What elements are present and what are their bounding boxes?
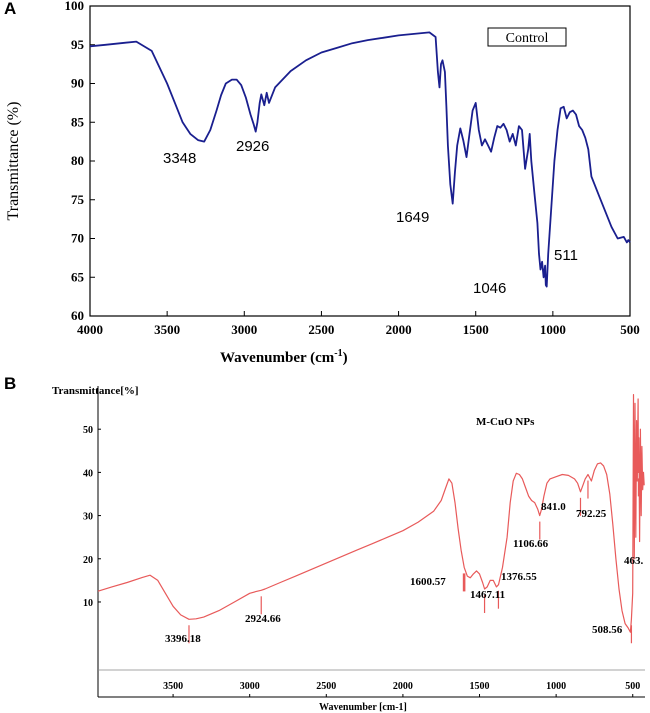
peak-label-463: 463. <box>624 555 644 567</box>
a-ytick-label: 75 <box>71 192 85 207</box>
b-xtick-label: 1500 <box>470 681 490 692</box>
a-xtick-label: 1500 <box>463 322 489 337</box>
peak-label-3348: 3348 <box>163 150 196 167</box>
peak-label-511: 511 <box>554 247 578 264</box>
b-ytick-label: 10 <box>83 598 93 609</box>
a-ytick-label: 100 <box>65 0 85 13</box>
panel-b-letter: B <box>4 374 16 393</box>
b-xtick-label: 3500 <box>163 681 183 692</box>
b-xtick-label: 2500 <box>316 681 336 692</box>
peak-label-1106: 1106.66 <box>513 538 549 550</box>
panel-b-series-line <box>97 394 645 633</box>
a-ytick-label: 85 <box>71 114 85 129</box>
panel-a-series-line <box>89 31 631 288</box>
a-ytick-label: 90 <box>71 76 84 91</box>
panel-a-ylabel: Transmittance (%) <box>5 102 22 221</box>
peak-label-508: 508.56 <box>592 624 623 636</box>
a-xtick-label: 2500 <box>308 322 334 337</box>
b-ytick-label: 20 <box>83 555 93 566</box>
a-ytick-label: 60 <box>71 308 84 323</box>
panel-a-xlabel: Wavenumber (cm-1) <box>220 348 348 366</box>
panel-b-chart: 10 20 30 40 50 3500 3000 2500 2000 1500 1000 500 T… <box>52 385 645 713</box>
a-xtick-label: 2000 <box>386 322 412 337</box>
peak-label-1376: 1376.55 <box>501 571 537 583</box>
panel-b-xlabel: Wavenumber [cm-1] <box>319 702 407 713</box>
panel-b-title: M-CuO NPs <box>476 416 535 428</box>
b-xtick-label: 1000 <box>546 681 566 692</box>
peak-label-2926: 2926 <box>236 138 269 155</box>
peak-label-792: 792.25 <box>576 508 607 520</box>
peak-label-3396: 3396.18 <box>165 633 201 645</box>
a-ytick-label: 95 <box>71 37 85 52</box>
a-ytick-label: 80 <box>71 153 84 168</box>
a-xtick-label: 3500 <box>154 322 180 337</box>
panel-b-ylabel: Transmittance[%] <box>52 385 139 397</box>
a-xtick-label: 1000 <box>540 322 566 337</box>
peak-label-2924: 2924.66 <box>245 613 281 625</box>
b-ytick-label: 30 <box>83 512 93 523</box>
panel-a-chart: 60 65 70 75 80 85 90 95 100 4000 3500 3000 2500 2000… <box>5 0 640 366</box>
panel-a-legend: Control <box>487 27 567 47</box>
peak-label-1600: 1600.57 <box>410 576 446 588</box>
b-ytick-label: 40 <box>83 468 93 479</box>
b-ytick-label: 50 <box>83 425 93 436</box>
peak-label-1046: 1046 <box>473 280 506 297</box>
peak-label-1649: 1649 <box>396 209 429 226</box>
panel-a-letter: A <box>4 0 16 18</box>
a-xtick-label: 3000 <box>231 322 257 337</box>
peak-label-1467: 1467.11 <box>470 589 505 601</box>
b-xtick-label: 2000 <box>393 681 413 692</box>
b-xtick-label: 3000 <box>240 681 260 692</box>
panel-a-legend-label: Control <box>506 31 549 46</box>
a-xtick-label: 4000 <box>77 322 103 337</box>
a-ytick-label: 65 <box>71 269 85 284</box>
peak-label-841: 841.0 <box>541 501 566 513</box>
a-xtick-label: 500 <box>620 322 640 337</box>
a-ytick-label: 70 <box>71 231 84 246</box>
b-xtick-label: 500 <box>625 681 640 692</box>
